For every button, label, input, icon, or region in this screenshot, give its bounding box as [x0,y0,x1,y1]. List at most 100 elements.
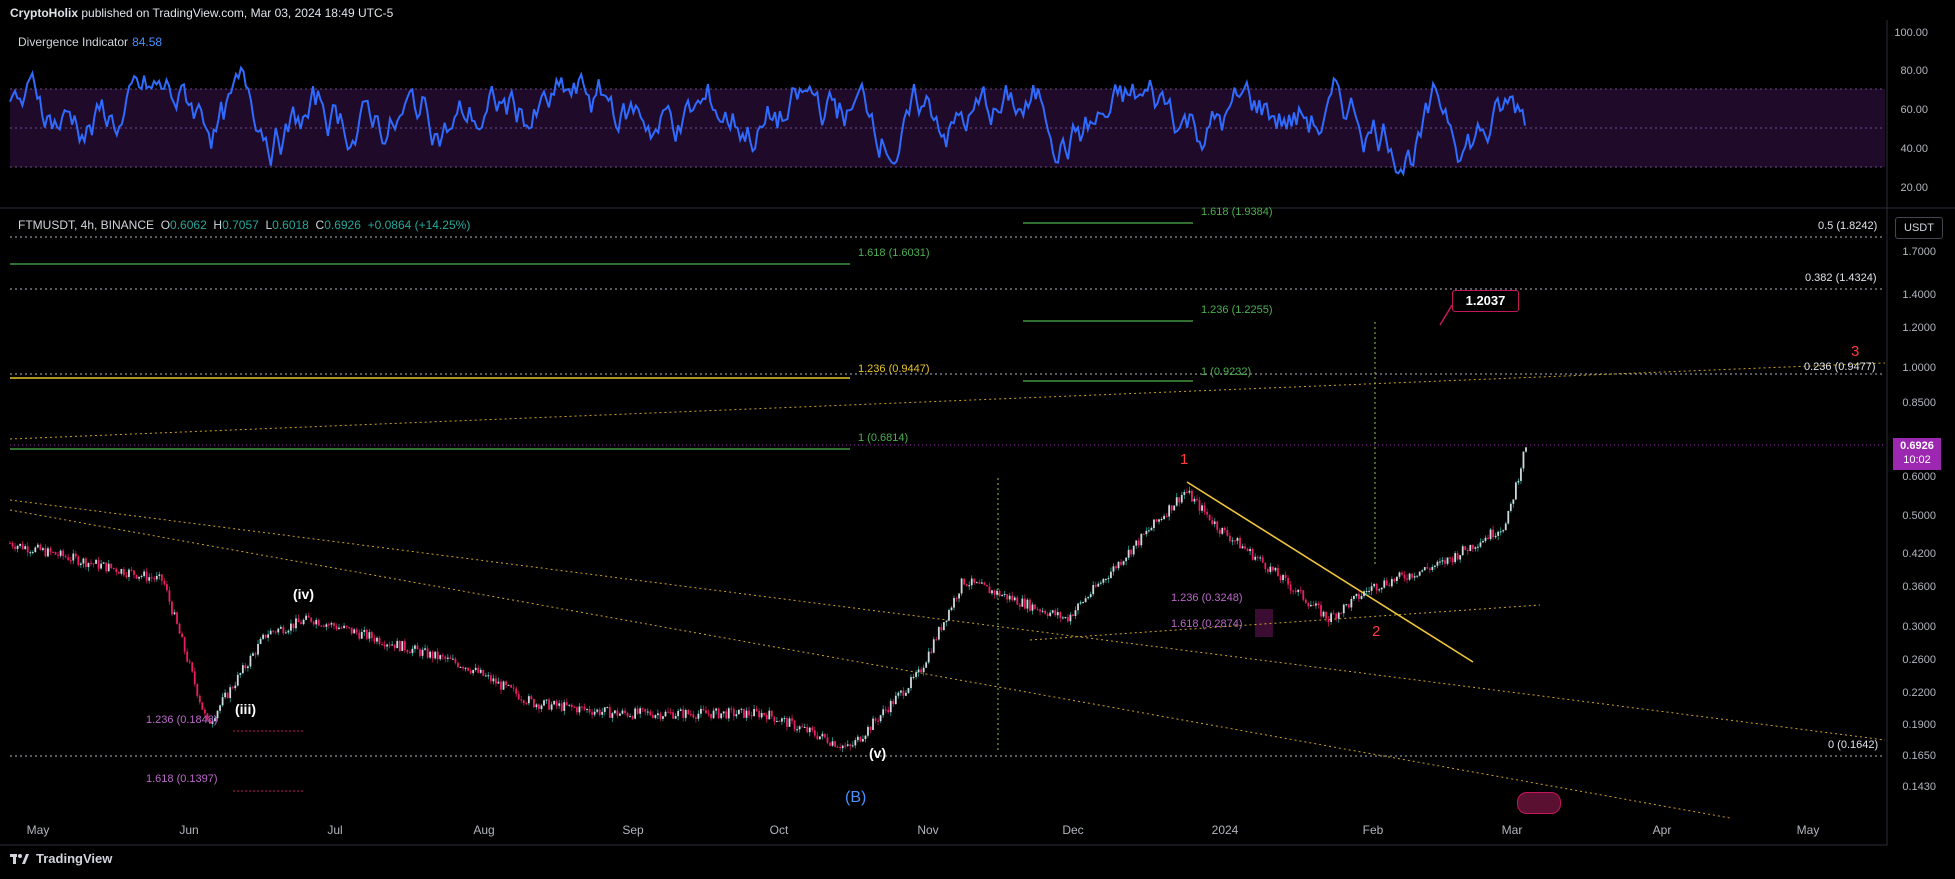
candle-body [593,711,596,715]
candle-body [517,693,520,700]
symbol-name[interactable]: FTMUSDT, 4h, BINANCE [18,218,155,232]
candle-body [831,741,834,746]
price-axis: 1.7000 1.4000 1.2000 1.0000 0.8500 0.6000 0.50… [1902,246,1936,793]
candle-body [905,692,907,696]
candle-body [1092,584,1095,595]
candle-body [998,590,1001,597]
candle-body [899,690,902,693]
candle-body [487,675,490,677]
economic-event-flag-icon[interactable] [1517,792,1561,814]
candle-body [1466,549,1469,552]
candle-body [482,669,485,676]
candle-body [1084,598,1087,603]
candle-body [786,718,788,727]
candle-body [1274,567,1277,571]
candle-body [1029,599,1031,611]
candle-body [510,684,513,688]
low-value: 0.6018 [272,218,309,232]
candle-body [287,630,290,633]
indicator-name[interactable]: Divergence Indicator [18,35,129,49]
candle-body [677,710,680,717]
candle-body [1279,576,1282,581]
trendline-support [1029,604,1541,641]
candle-body [469,670,472,674]
candle-body [710,713,712,719]
candle-body [325,624,328,627]
candle-body [431,651,434,659]
candle-body [1474,547,1477,549]
candle-body [348,627,351,629]
candle-body [902,690,905,696]
candle-body [862,739,864,742]
candle-body [889,700,892,713]
candle-body [1079,602,1082,604]
candle-body [743,708,745,718]
currency-button[interactable]: USDT [1895,217,1943,239]
candle-body [44,548,47,557]
candle-body [1185,492,1188,494]
candle-body [1226,530,1229,536]
candle-body [183,637,186,652]
candle-body [1044,610,1047,614]
candle-body [317,619,320,626]
fib-yellow-label-1.236: 1.236 (0.9447) [858,363,930,375]
candle-body [219,705,221,711]
candle-body [867,726,869,736]
candle-body [791,718,793,721]
last-price-tag: 0.6926 10:02 [1893,438,1941,470]
candle-body [358,632,361,639]
candle-body [631,716,634,719]
candle-body [955,598,958,600]
candle-body [1406,578,1408,580]
candle-body [1350,598,1353,608]
candle-body [1525,447,1527,452]
candle-body [912,676,915,678]
fib-green-upper-label-1: 1 (0.9232) [1201,366,1252,378]
candle-body [1104,578,1107,580]
candle-body [920,669,923,673]
target-price-box[interactable]: 1.2037 [1452,290,1519,312]
candle-body [1173,505,1176,511]
candle-body [616,710,619,716]
price-axis-label: 0.8500 [1902,397,1936,409]
candle-body [1494,535,1497,538]
candle-body [1142,533,1145,535]
candle-body [530,696,533,699]
candle-body [441,655,444,657]
candle-body [570,704,573,707]
candle-body [1492,529,1494,538]
candle-body [383,644,386,647]
candle-body [1054,610,1057,616]
candle-body [697,713,700,719]
candle-body [793,720,796,730]
candle-body [748,710,750,716]
low-label: L [265,218,273,232]
candle-body [1039,609,1041,612]
candle-body [555,701,558,706]
candle-body [960,578,963,594]
candle-body [1385,580,1388,586]
candle-body [980,582,983,584]
candle-body [720,713,723,719]
candle-body [297,618,300,623]
author-name[interactable]: CryptoHolix [10,6,79,20]
fib-magenta-label-1.236-upper: 1.236 (0.3248) [1171,592,1243,604]
candle-body [19,543,22,546]
candle-body [221,697,224,706]
candle-body [14,546,16,549]
candle-body [649,711,652,716]
candle-body [31,552,34,554]
candle-body [158,574,161,576]
candle-body [143,571,146,576]
candle-body [85,558,87,568]
price-axis-label: 0.6000 [1902,471,1936,483]
candle-body [1163,515,1165,519]
candle-body [393,644,396,649]
candle-body [145,571,148,581]
candle-body [1158,519,1160,522]
candle-body [583,706,586,710]
candle-body [606,707,609,709]
candle-body [988,586,991,594]
candle-body [1198,499,1201,511]
